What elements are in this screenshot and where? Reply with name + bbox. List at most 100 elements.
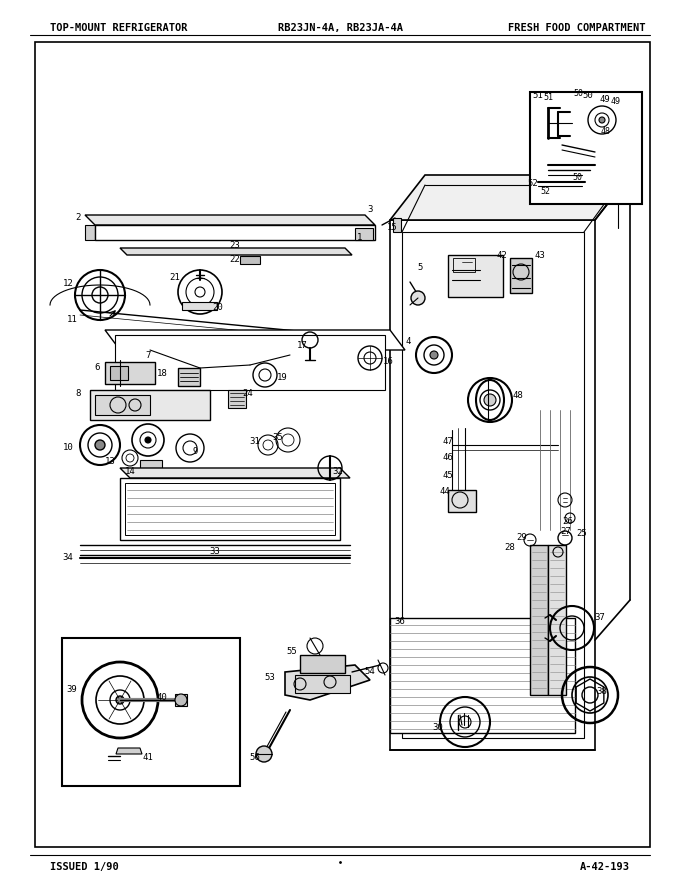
Text: 30: 30 [432,724,443,732]
Bar [390,618,575,733]
Bar [453,258,475,272]
Circle shape [599,117,605,123]
Bar [355,228,373,240]
Text: 27: 27 [560,528,571,537]
Text: 19: 19 [277,374,288,383]
Text: 8: 8 [75,389,81,398]
Circle shape [430,351,438,359]
Text: 50: 50 [573,90,583,99]
Text: FRESH FOOD COMPARTMENT: FRESH FOOD COMPARTMENT [507,23,645,33]
Text: 32: 32 [333,467,343,476]
Text: 18: 18 [156,368,167,377]
Text: A-42-193: A-42-193 [580,862,630,872]
Polygon shape [285,665,370,700]
Bar [548,545,566,695]
Text: 10: 10 [63,443,73,452]
Text: 9: 9 [192,448,198,457]
Bar [125,483,335,535]
Text: 36: 36 [394,618,405,627]
Text: 15: 15 [387,223,397,232]
Text: 22: 22 [230,255,240,264]
Text: 34: 34 [63,554,73,562]
Text: 39: 39 [67,685,78,694]
Bar [390,220,595,750]
Text: 49: 49 [600,95,611,104]
Text: 23: 23 [230,240,240,249]
Text: 45: 45 [443,471,454,480]
Bar [182,302,217,310]
Text: 38: 38 [596,687,607,697]
Text: 28: 28 [505,544,515,553]
Text: TOP-MOUNT REFRIGERATOR: TOP-MOUNT REFRIGERATOR [50,23,188,33]
Circle shape [116,696,124,704]
Text: 20: 20 [213,303,223,312]
Text: 41: 41 [143,754,154,763]
Bar [140,460,162,468]
Text: 25: 25 [577,529,588,538]
Bar [402,232,584,738]
Text: 13: 13 [105,457,116,466]
Text: 43: 43 [534,250,545,260]
Text: 52: 52 [540,187,550,196]
Polygon shape [85,215,375,225]
Polygon shape [116,748,142,754]
Bar [448,255,503,297]
Bar [510,258,532,293]
Text: 33: 33 [209,547,220,556]
Text: 49: 49 [611,98,621,107]
Text: 14: 14 [124,467,135,476]
Text: 40: 40 [156,693,167,702]
Text: 56: 56 [250,754,260,763]
Bar [95,395,150,415]
Text: 50: 50 [572,174,582,182]
Text: 12: 12 [63,279,73,287]
Polygon shape [120,468,350,478]
Bar [295,675,350,693]
Text: 1: 1 [357,233,362,242]
Text: 16: 16 [383,358,393,367]
Bar [448,490,476,512]
Polygon shape [95,225,375,240]
Text: 54: 54 [364,668,375,676]
Bar [178,368,200,386]
Polygon shape [120,248,352,255]
Polygon shape [105,330,405,350]
Bar [393,218,401,232]
Text: 29: 29 [517,533,528,543]
Text: 44: 44 [440,488,450,497]
Bar [228,390,246,408]
Text: 52: 52 [528,179,539,188]
Text: 51: 51 [543,93,553,101]
Circle shape [484,394,496,406]
Bar [530,545,548,695]
Text: 55: 55 [287,648,297,657]
Text: ISSUED 1/90: ISSUED 1/90 [50,862,119,872]
Circle shape [95,440,105,450]
Circle shape [256,746,272,762]
Polygon shape [85,225,95,240]
Bar [115,335,385,390]
Text: RB23JN-4A, RB23JA-4A: RB23JN-4A, RB23JA-4A [277,23,403,33]
Bar [300,655,345,673]
Bar [110,366,128,380]
Circle shape [175,694,187,706]
Text: 47: 47 [443,438,454,447]
Bar [530,92,642,204]
Text: 7: 7 [146,351,151,360]
Text: 26: 26 [562,517,573,527]
Circle shape [411,291,425,305]
Bar [175,694,187,706]
Text: 24: 24 [243,389,254,398]
Text: 21: 21 [169,273,180,282]
Text: 50: 50 [583,91,594,100]
Text: 48: 48 [513,391,524,400]
Text: 48: 48 [601,126,611,135]
Text: 31: 31 [250,438,260,447]
Circle shape [145,437,151,443]
Text: 17: 17 [296,341,307,350]
Text: 4: 4 [405,337,411,346]
Text: 53: 53 [265,674,275,683]
Text: 37: 37 [594,613,605,622]
Text: 42: 42 [496,250,507,260]
Text: 51: 51 [532,91,543,100]
